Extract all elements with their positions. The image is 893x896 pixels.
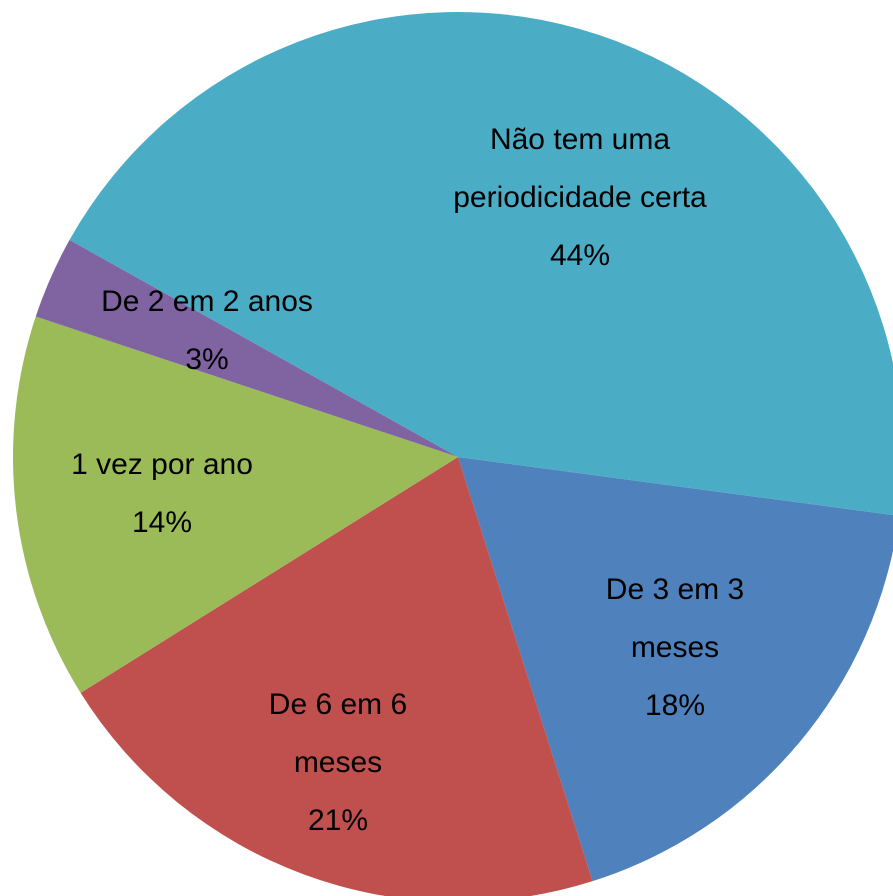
pie-slice (12, 316, 458, 693)
category-label: Não tem uma periodicidade certa (453, 123, 707, 214)
slice-label: 1 vez por ano 14% (12, 436, 312, 552)
pie-slice (69, 12, 893, 516)
category-label: De 3 em 3 meses (605, 573, 745, 664)
category-label: De 6 em 6 meses (268, 688, 408, 779)
pie-slice (35, 239, 458, 457)
slice-label: Não tem uma periodicidade certa 44% (450, 111, 710, 285)
value-label: 3% (185, 343, 229, 376)
value-label: 18% (644, 689, 706, 722)
value-label: 21% (307, 804, 369, 837)
value-label: 44% (549, 239, 611, 272)
pie-slice (458, 457, 893, 882)
category-label: De 2 em 2 anos (101, 285, 313, 318)
slice-label: De 2 em 2 anos 3% (42, 273, 372, 389)
slice-label: De 3 em 3 meses 18% (570, 561, 780, 735)
slice-label: De 6 em 6 meses 21% (233, 676, 443, 850)
pie-slice (80, 457, 593, 896)
value-label: 14% (131, 506, 193, 539)
category-label: 1 vez por ano (71, 448, 253, 481)
